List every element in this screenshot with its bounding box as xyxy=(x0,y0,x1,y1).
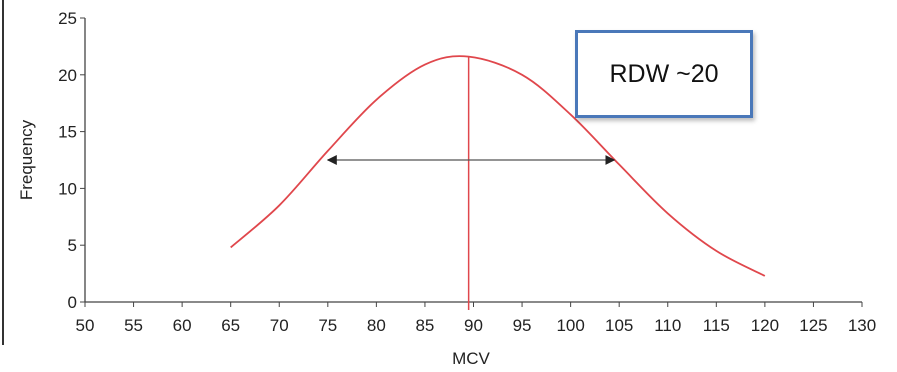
y-tick-label: 10 xyxy=(58,179,77,198)
x-tick-label: 130 xyxy=(848,316,876,335)
callout-text: RDW ~20 xyxy=(609,59,719,88)
x-tick-label: 105 xyxy=(605,316,633,335)
x-tick-label: 120 xyxy=(751,316,779,335)
x-tick-label: 90 xyxy=(464,316,483,335)
y-tick-label: 15 xyxy=(58,123,77,142)
x-axis-title: MCV xyxy=(452,349,490,368)
x-tick-label: 125 xyxy=(799,316,827,335)
x-tick-label: 75 xyxy=(318,316,337,335)
y-tick-label: 25 xyxy=(58,9,77,28)
x-tick-label: 110 xyxy=(654,316,681,335)
distribution-curve xyxy=(230,55,766,277)
x-tick-label: 115 xyxy=(703,316,730,335)
x-tick-label: 60 xyxy=(173,316,192,335)
y-tick-label: 0 xyxy=(68,293,77,312)
x-tick-label: 55 xyxy=(124,316,143,335)
x-tick-label: 95 xyxy=(513,316,532,335)
x-tick-label: 80 xyxy=(367,316,386,335)
rdw-callout: RDW ~20 xyxy=(575,30,753,118)
x-tick-label: 85 xyxy=(415,316,434,335)
x-tick-label: 50 xyxy=(76,316,95,335)
x-tick-label: 65 xyxy=(221,316,240,335)
x-tick-label: 100 xyxy=(556,316,584,335)
y-axis-title: Frequency xyxy=(17,119,36,200)
y-tick-label: 20 xyxy=(58,66,77,85)
x-tick-label: 70 xyxy=(270,316,289,335)
y-tick-label: 5 xyxy=(68,236,77,255)
